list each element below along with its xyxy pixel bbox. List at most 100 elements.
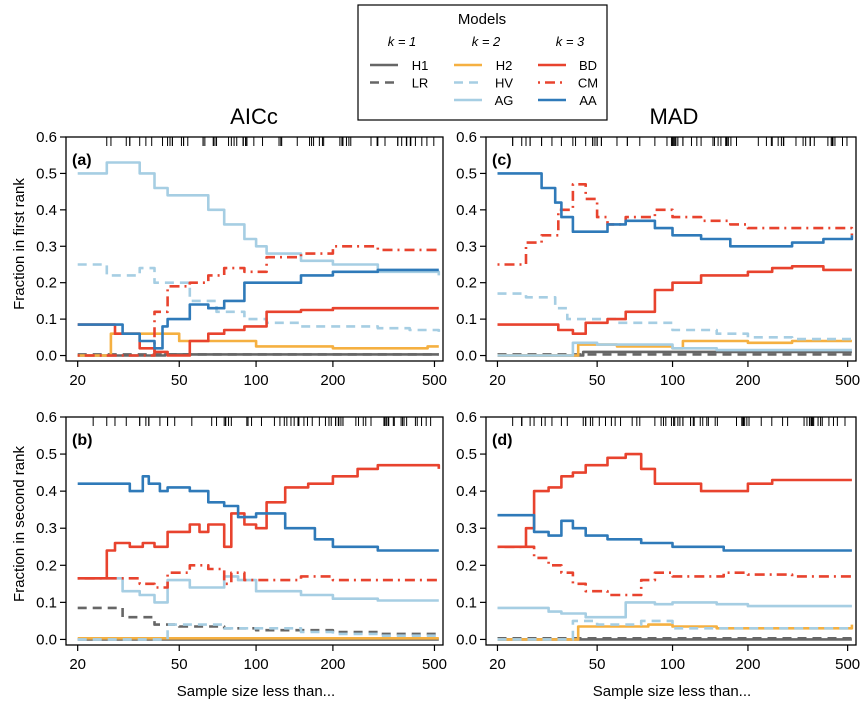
y-tick-label: 0.2: [456, 275, 477, 292]
ylabel-first-rank: Fraction in first rank: [11, 178, 28, 310]
x-tick-label: 100: [244, 372, 269, 389]
plot-frame: [65, 416, 444, 646]
series-line-hv: [497, 292, 854, 341]
y-tick-label: 0.6: [456, 409, 477, 426]
y-tick-label: 0.1: [36, 311, 57, 328]
panel-label: (d): [492, 432, 512, 449]
series-line-bd: [77, 463, 441, 580]
series-line-lr: [77, 606, 441, 636]
x-tick-label: 500: [422, 372, 447, 389]
series-line-hv: [77, 623, 439, 641]
series-line-cm: [497, 183, 854, 266]
series-line-hv: [77, 263, 441, 332]
x-tick-label: 200: [320, 656, 345, 673]
series-line-cm: [497, 545, 852, 597]
y-tick-label: 0.1: [36, 594, 57, 611]
legend-entry-lr: LR: [412, 76, 429, 91]
series-line-bd: [497, 265, 852, 335]
x-tick-label: 50: [171, 372, 188, 389]
x-tick-label: 200: [320, 372, 345, 389]
x-tick-label: 100: [244, 656, 269, 673]
y-tick-label: 0.3: [36, 238, 57, 255]
legend-entry-aa: AA: [579, 93, 597, 108]
series-line-cm: [77, 564, 439, 589]
legend-entry-h2: H2: [496, 58, 513, 73]
x-tick-label: 100: [660, 372, 685, 389]
y-tick-label: 0.5: [456, 165, 477, 182]
series-line-ag: [77, 161, 441, 276]
y-tick-label: 0.5: [36, 446, 57, 463]
legend-entry-ag: AG: [495, 93, 514, 108]
x-tick-label: 100: [660, 656, 685, 673]
panel-label: (c): [492, 152, 512, 169]
y-tick-label: 0.3: [456, 238, 477, 255]
y-tick-label: 0.6: [36, 129, 57, 146]
legend-entry-cm: CM: [578, 76, 598, 91]
series-line-aa: [497, 513, 852, 552]
sample-rug: [512, 137, 848, 146]
y-tick-label: 0.0: [456, 631, 477, 648]
series-line-ag: [497, 601, 852, 619]
series-line-cm: [77, 245, 439, 357]
series-line-ag: [497, 341, 852, 357]
y-tick-label: 0.2: [36, 275, 57, 292]
series-line-aa: [77, 475, 439, 552]
y-tick-label: 0.4: [36, 202, 57, 219]
series-line-bd: [77, 306, 439, 357]
panel-c: 0.0 0.1 0.2 0.3 0.4 0.5 0.6 20 50 100 200 500 (c): [456, 129, 860, 389]
x-tick-label: 20: [489, 656, 506, 673]
x-tick-label: 500: [835, 656, 860, 673]
y-tick-label: 0.4: [36, 483, 57, 500]
sample-rug: [106, 137, 435, 146]
x-tick-label: 200: [735, 372, 760, 389]
legend: Models k = 1 H1 LR k = 2 H2 HV AG k = 3 BD CM AA: [357, 4, 608, 121]
y-tick-label: 0.4: [456, 202, 477, 219]
series-line-bd: [497, 452, 852, 549]
panel-label: (b): [72, 432, 92, 449]
x-tick-label: 500: [422, 656, 447, 673]
xlabel-left: Sample size less than...: [177, 683, 335, 700]
legend-group-label: k = 2: [472, 34, 501, 49]
series-line-aa: [497, 172, 854, 248]
column-title-mad: MAD: [650, 104, 699, 129]
y-tick-label: 0.1: [456, 594, 477, 611]
y-tick-label: 0.4: [456, 483, 477, 500]
y-tick-label: 0.2: [456, 557, 477, 574]
y-tick-label: 0.0: [36, 348, 57, 365]
series-line-hv: [497, 619, 852, 641]
plot-frame: [65, 136, 444, 362]
panel-b: 0.0 0.1 0.2 0.3 0.4 0.5 0.6 20 50 100 200 500 (b): [36, 409, 447, 673]
y-tick-label: 0.3: [456, 520, 477, 537]
sample-rug: [92, 417, 432, 426]
y-tick-label: 0.5: [36, 165, 57, 182]
plot-frame: [485, 416, 857, 646]
legend-entry-h1: H1: [412, 58, 429, 73]
panel-a: 0.0 0.1 0.2 0.3 0.4 0.5 0.6 20 50 100 200 500 (a): [36, 129, 447, 389]
ylabel-second-rank: Fraction in second rank: [11, 446, 28, 602]
legend-group-label: k = 3: [556, 34, 585, 49]
xlabel-right: Sample size less than...: [593, 683, 751, 700]
series-line-ag: [77, 575, 439, 604]
legend-entry-bd: BD: [579, 58, 597, 73]
series-line-aa: [77, 268, 439, 350]
panel-d: 0.0 0.1 0.2 0.3 0.4 0.5 0.6 20 50 100 200 500 (d): [456, 409, 860, 673]
y-tick-label: 0.2: [36, 557, 57, 574]
x-tick-label: 20: [489, 372, 506, 389]
y-tick-label: 0.0: [36, 631, 57, 648]
y-tick-label: 0.5: [456, 446, 477, 463]
y-tick-label: 0.6: [36, 409, 57, 426]
sample-rug: [512, 417, 846, 426]
series-line-h2: [77, 332, 439, 357]
column-title-aicc: AICc: [230, 104, 278, 129]
series-line-h2: [497, 623, 854, 641]
legend-group-label: k = 1: [388, 34, 417, 49]
y-tick-label: 0.3: [36, 520, 57, 537]
legend-entry-hv: HV: [495, 76, 513, 91]
x-tick-label: 50: [171, 656, 188, 673]
legend-title: Models: [458, 11, 506, 28]
x-tick-label: 500: [835, 372, 860, 389]
x-tick-label: 20: [69, 656, 86, 673]
y-tick-label: 0.1: [456, 311, 477, 328]
plot-frame: [485, 136, 857, 362]
